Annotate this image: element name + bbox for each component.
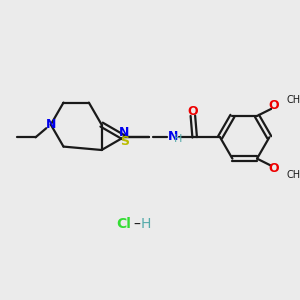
Text: N: N bbox=[46, 118, 56, 131]
Text: CH₃: CH₃ bbox=[286, 95, 300, 105]
Text: Cl: Cl bbox=[116, 218, 131, 231]
Text: N: N bbox=[119, 126, 130, 139]
Text: H: H bbox=[174, 134, 183, 144]
Text: CH₃: CH₃ bbox=[286, 169, 300, 179]
Text: O: O bbox=[269, 99, 279, 112]
Text: H: H bbox=[141, 218, 151, 231]
Text: O: O bbox=[188, 105, 198, 118]
Text: O: O bbox=[269, 163, 279, 176]
Text: S: S bbox=[120, 135, 129, 148]
Text: –: – bbox=[134, 218, 140, 231]
Text: N: N bbox=[168, 130, 178, 143]
